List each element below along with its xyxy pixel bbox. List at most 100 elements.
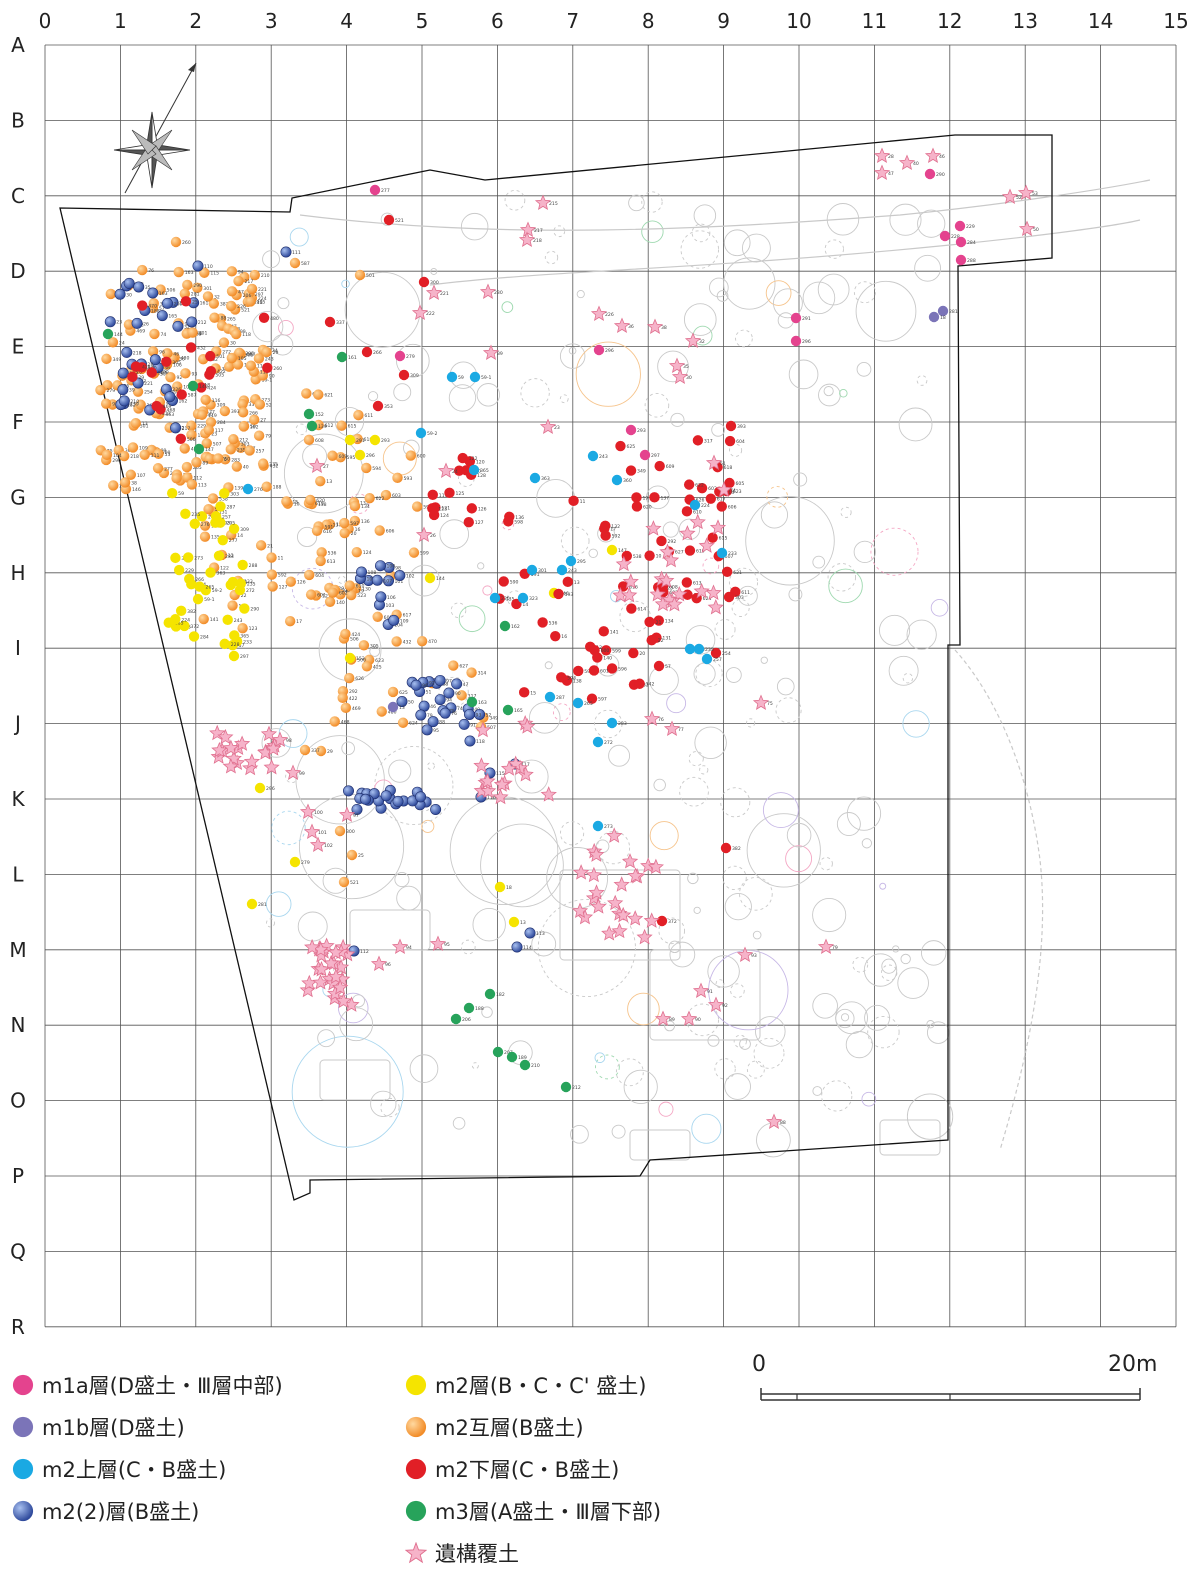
legend-label: m2互層(B盛土)	[435, 1416, 584, 1440]
point-label: 59-1	[204, 597, 215, 603]
point-label: 605	[735, 481, 744, 487]
point-label: 290	[250, 607, 259, 613]
m3-marker	[492, 1046, 504, 1058]
m2g-marker	[340, 702, 352, 714]
star-marker	[647, 858, 664, 875]
point-label: 141	[610, 629, 619, 635]
star-marker	[689, 513, 706, 530]
m1a-marker	[394, 350, 406, 362]
point-label: 102	[324, 843, 333, 849]
point-label: 222	[426, 311, 435, 317]
point-label: 305	[172, 360, 181, 366]
m2_2-marker	[375, 591, 387, 603]
m2g-marker	[305, 589, 317, 600]
legend-item-m1a: m1a層(D盛土・Ⅲ層中部)	[12, 1370, 283, 1400]
m2g-marker	[225, 444, 237, 455]
north-arrow-icon	[113, 62, 197, 194]
star-marker	[493, 776, 510, 792]
point-label: 616	[323, 529, 332, 535]
scale-bar	[760, 1388, 1141, 1401]
point-label: 273	[194, 555, 203, 561]
point-label: 92	[722, 1003, 728, 1009]
point-label: 90	[269, 373, 275, 379]
m2-marker	[196, 511, 208, 522]
point-label: 224	[181, 617, 190, 623]
m2-marker	[246, 898, 258, 910]
point-label: 207	[504, 1050, 513, 1056]
m2u-marker	[489, 592, 501, 604]
m2-marker	[170, 552, 181, 564]
point-label: 137	[333, 523, 342, 529]
point-label: 297	[255, 292, 264, 298]
m2_2-marker	[439, 707, 451, 719]
m2l-marker	[600, 530, 611, 541]
m2g-marker	[225, 300, 237, 312]
m2l-marker	[428, 509, 440, 521]
point-label: 277	[229, 538, 238, 544]
point-label: 287	[556, 695, 565, 701]
m1a-marker	[924, 168, 936, 180]
m2_2-marker	[131, 317, 143, 329]
m2l-marker	[568, 495, 579, 507]
point-label: 243	[265, 356, 274, 362]
star-marker	[606, 827, 623, 843]
point-label: 587	[301, 261, 310, 267]
m2g-marker	[171, 473, 182, 484]
point-label: 165	[168, 314, 177, 320]
point-label: 291	[356, 438, 365, 444]
point-label: 596	[618, 666, 627, 672]
m2-marker	[188, 631, 200, 642]
m2l-marker	[710, 647, 722, 659]
m1a-marker	[625, 424, 637, 436]
m2g-marker	[108, 480, 119, 491]
col-label: 9	[717, 9, 730, 33]
m2l-marker	[518, 687, 530, 698]
point-label: 97	[446, 678, 452, 684]
m2-marker	[179, 620, 190, 632]
m2-marker	[234, 584, 246, 596]
point-label: 75	[449, 709, 455, 715]
point-label: 217	[534, 228, 543, 234]
m2l-marker	[586, 693, 598, 704]
m3-marker	[306, 420, 318, 432]
star-marker	[640, 857, 657, 873]
point-label: 296	[605, 348, 614, 354]
point-label: 113	[198, 482, 207, 488]
m2-marker	[222, 614, 233, 626]
point-label: 210	[531, 1063, 540, 1069]
col-label: 6	[491, 9, 504, 33]
m2l-marker	[562, 576, 574, 588]
m2g-marker	[387, 686, 399, 698]
point-label: 295	[226, 521, 235, 527]
m2g-marker	[285, 576, 297, 587]
point-label: 292	[349, 689, 358, 695]
point-label: 40	[243, 465, 249, 471]
star-marker	[715, 481, 733, 497]
point-label: 188	[151, 309, 160, 315]
point-label: 119	[208, 413, 217, 419]
point-label: 284	[967, 240, 976, 246]
point-label: 480	[270, 316, 279, 322]
point-label: 222	[162, 411, 171, 417]
point-label: 106	[173, 363, 182, 369]
star-marker	[312, 974, 329, 990]
m2_2-marker	[396, 696, 408, 708]
point-label: 53	[443, 681, 449, 687]
m2l-marker	[631, 501, 643, 512]
m1a-marker	[955, 254, 967, 266]
star-marker	[705, 454, 723, 470]
m2l-marker	[161, 356, 172, 368]
point-label: 144	[114, 332, 123, 338]
m3-marker	[484, 988, 496, 1000]
m2g-marker	[344, 672, 355, 684]
point-label: 592	[612, 534, 621, 540]
m2_2-marker	[351, 804, 363, 816]
point-label: 279	[406, 354, 415, 360]
m2g-marker	[351, 546, 362, 558]
point-label: 619	[696, 549, 705, 555]
m2g-marker	[173, 266, 184, 278]
m2l-marker	[553, 588, 564, 600]
m2g-marker	[354, 269, 366, 281]
point-label: 104	[394, 622, 403, 628]
m2l-marker	[721, 566, 733, 577]
